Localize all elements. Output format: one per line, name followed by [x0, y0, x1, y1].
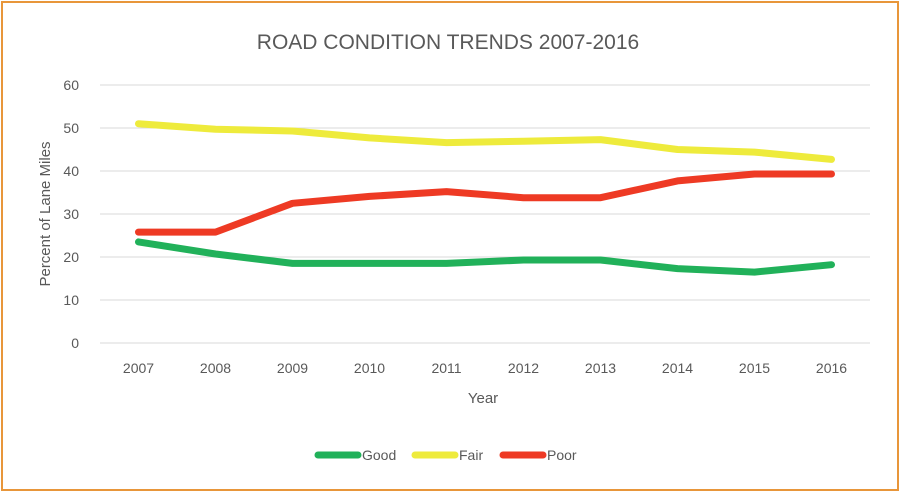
y-tick-label: 30 — [63, 206, 79, 222]
legend-label-fair: Fair — [459, 447, 483, 463]
y-tick-label: 20 — [63, 249, 79, 265]
series-lines — [135, 120, 835, 276]
x-tick-label: 2010 — [354, 360, 385, 376]
x-tick-label: 2011 — [431, 360, 461, 376]
y-tick-label: 50 — [63, 120, 79, 136]
series-line-poor — [135, 170, 835, 236]
x-tick-label: 2016 — [816, 360, 847, 376]
y-tick-label: 10 — [63, 292, 79, 308]
y-tick-label: 40 — [63, 163, 79, 179]
y-tick-label: 60 — [63, 77, 79, 93]
y-axis-ticks: 0 10 20 30 40 50 60 — [63, 77, 79, 351]
x-tick-label: 2007 — [123, 360, 154, 376]
gridlines — [100, 84, 870, 344]
x-axis-ticks: 2007 2008 2009 2010 2011 2012 2013 2014 2015 2016 — [123, 360, 847, 376]
series-line-good — [135, 238, 835, 276]
x-tick-label: 2014 — [662, 360, 693, 376]
x-tick-label: 2013 — [585, 360, 616, 376]
y-tick-label: 0 — [71, 335, 79, 351]
x-tick-label: 2008 — [200, 360, 231, 376]
series-line-fair — [135, 120, 835, 163]
x-axis-title: Year — [468, 390, 498, 407]
legend-label-poor: Poor — [547, 447, 577, 463]
legend-label-good: Good — [362, 447, 396, 463]
x-tick-label: 2009 — [277, 360, 308, 376]
y-axis-title: Percent of Lane Miles — [37, 141, 54, 286]
chart-title: ROAD CONDITION TRENDS 2007-2016 — [257, 31, 639, 54]
x-tick-label: 2015 — [739, 360, 770, 376]
legend: Good Fair Poor — [314, 447, 577, 463]
x-tick-label: 2012 — [508, 360, 539, 376]
